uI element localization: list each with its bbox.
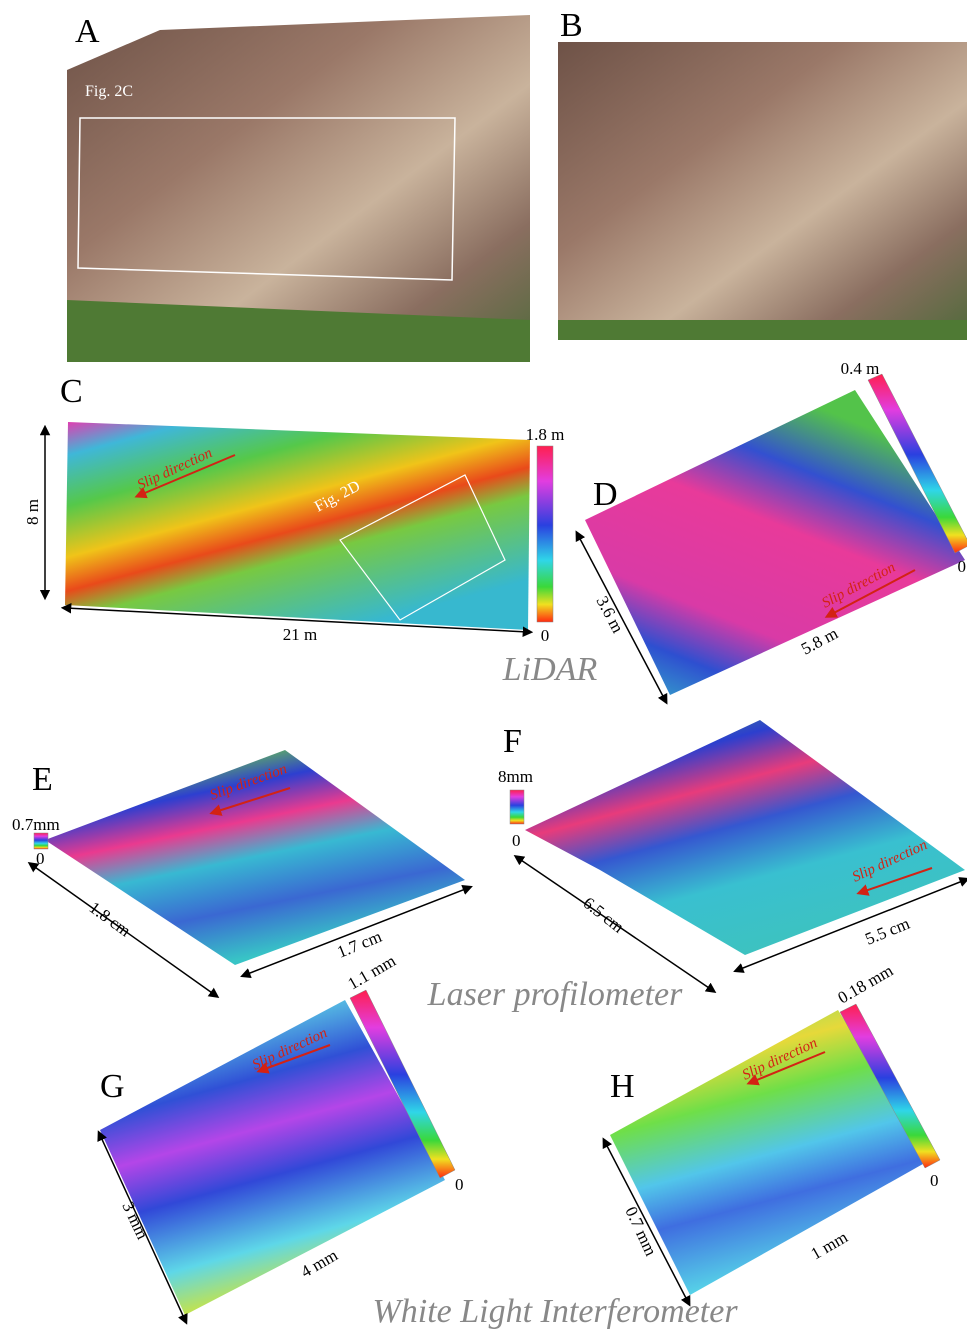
photo-outcrop	[67, 15, 530, 362]
panel-label: H	[610, 1068, 635, 1105]
colorbar-max: 1.8 m	[526, 425, 565, 444]
panel-label: A	[75, 13, 100, 50]
slip-arrow	[209, 787, 291, 816]
colorbar-min: 0	[541, 626, 550, 645]
panel-label: B	[560, 7, 583, 44]
colorbar-max: 0.7mm	[12, 815, 60, 834]
dimension-label: 1.7 cm	[334, 927, 384, 962]
slip-arrow	[256, 1044, 331, 1074]
dimension-arrow	[733, 877, 967, 973]
inset-box	[77, 117, 456, 281]
slip-arrow	[856, 867, 933, 896]
panel-label: F	[503, 723, 522, 760]
colorbar-max: 8mm	[498, 767, 533, 786]
dimension-label: 21 m	[283, 625, 317, 644]
colorbar-min: 0	[36, 849, 45, 868]
dimension-label: 3.6 m	[592, 593, 627, 636]
box-label: Fig. 2C	[85, 83, 133, 100]
colorbar	[867, 373, 967, 554]
dimension-label: 6.5 cm	[580, 893, 628, 936]
colorbar	[33, 832, 49, 850]
slip-arrow	[134, 454, 236, 499]
slip-arrow	[824, 569, 916, 618]
dimension-arrow	[60, 603, 534, 637]
dimension-arrow	[240, 885, 473, 978]
dimension-label: 8 m	[23, 499, 42, 525]
method-label: White Light Interferometer	[372, 1293, 738, 1330]
panel-label: G	[100, 1068, 125, 1105]
colorbar	[536, 445, 554, 623]
colorbar-min: 0	[930, 1171, 939, 1190]
lidar-surface	[65, 422, 530, 630]
lidar-surface	[585, 390, 965, 695]
grass	[558, 320, 967, 340]
dimension-label: 1 mm	[808, 1227, 851, 1263]
photo-outcrop	[558, 42, 967, 340]
colorbar-min: 0	[455, 1175, 464, 1194]
colorbar-max: 1.1 mm	[345, 951, 399, 993]
dimension-arrow	[513, 855, 717, 993]
panel-label: E	[32, 761, 53, 798]
dimension-label: 5.5 cm	[862, 914, 912, 949]
colorbar-min: 0	[512, 831, 521, 850]
dimension-arrow	[97, 1130, 188, 1325]
dimension-arrow	[602, 1137, 691, 1307]
dimension-arrow	[575, 530, 668, 705]
colorbar-max: 0.4 m	[841, 359, 880, 378]
slip-arrow	[746, 1051, 826, 1086]
colorbar-min: 0	[958, 557, 967, 576]
inset-box	[339, 474, 506, 621]
method-label: Laser profilometer	[427, 976, 683, 1013]
dimension-arrow	[27, 861, 220, 999]
colorbar	[509, 789, 525, 825]
panel-label: C	[60, 373, 83, 410]
grass	[67, 300, 530, 362]
method-label: LiDAR	[502, 651, 598, 688]
colorbar	[349, 989, 456, 1179]
dimension-label: 1.8 cm	[86, 898, 135, 941]
colorbar-max: 0.18 mm	[835, 961, 897, 1008]
panel-label: D	[593, 476, 618, 513]
colorbar	[839, 1003, 941, 1169]
